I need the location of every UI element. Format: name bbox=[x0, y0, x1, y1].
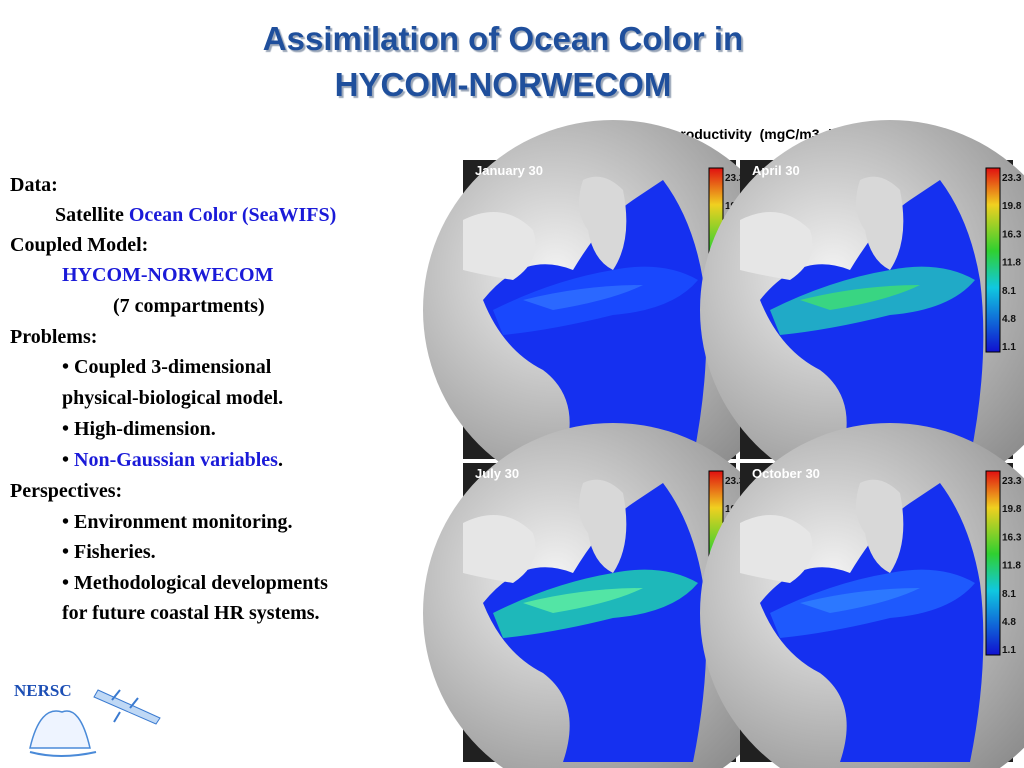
text-line: • Fisheries. bbox=[62, 541, 156, 564]
text-line: HYCOM-NORWECOM bbox=[62, 264, 274, 287]
text-line: for future coastal HR systems. bbox=[62, 602, 320, 625]
colorbar-label: 4.8 bbox=[1002, 617, 1016, 628]
land bbox=[463, 515, 536, 583]
colorbar-label: 4.8 bbox=[1002, 314, 1016, 325]
text-line: • Environment monitoring. bbox=[62, 511, 293, 534]
text: Ocean Color (SeaWIFS) bbox=[128, 204, 337, 226]
text: for future coastal HR systems. bbox=[62, 602, 320, 624]
bloom bbox=[523, 285, 643, 310]
bloom bbox=[523, 588, 643, 613]
text: . bbox=[277, 449, 283, 471]
text: Satellite bbox=[55, 204, 129, 226]
text-line: • Methodological developments bbox=[62, 572, 328, 595]
slide-title: HYCOM-NORWECOM bbox=[334, 66, 672, 103]
text-line: Problems: bbox=[10, 326, 97, 349]
ocean bbox=[760, 483, 984, 762]
text: • High-dimension. bbox=[62, 418, 216, 440]
colorbar-label: 23.3 bbox=[725, 476, 745, 487]
colorbar-label: 19.8 bbox=[1002, 201, 1022, 212]
colorbar-label: 23.3 bbox=[725, 173, 745, 184]
text-line: Satellite Ocean Color (SeaWIFS) bbox=[55, 204, 336, 227]
land bbox=[579, 176, 627, 270]
text-line: • Non-Gaussian variables. bbox=[62, 449, 283, 472]
panel-label: April 30 bbox=[752, 163, 800, 178]
ocean bbox=[483, 483, 707, 762]
colorbar-label: 11.8 bbox=[1002, 561, 1021, 572]
land bbox=[740, 515, 813, 583]
land bbox=[856, 479, 904, 573]
text: • Fisheries. bbox=[62, 541, 156, 563]
text-line: physical-biological model. bbox=[62, 387, 283, 410]
text: Data: bbox=[10, 174, 58, 196]
text: HYCOM-NORWECOM bbox=[62, 264, 274, 286]
land bbox=[740, 212, 813, 280]
ocean bbox=[483, 180, 707, 459]
text: physical-biological model. bbox=[62, 387, 284, 409]
text: Coupled Model: bbox=[10, 234, 149, 256]
colorbar-label: 16.3 bbox=[1002, 229, 1022, 240]
text: Perspectives: bbox=[10, 480, 123, 502]
panel-label: October 30 bbox=[752, 466, 820, 481]
land bbox=[856, 176, 904, 270]
colorbar-label: 23.3 bbox=[1002, 173, 1022, 184]
map-panel: April 30 23.3 19.8 16.3 11.8 8.1 4.8 1.1 bbox=[700, 120, 1024, 500]
colorbar bbox=[985, 167, 1001, 353]
text: Problems: bbox=[10, 326, 98, 348]
colorbar-label: 16.3 bbox=[1002, 532, 1022, 543]
bloom bbox=[800, 285, 920, 310]
text-line: Data: bbox=[10, 174, 58, 197]
land bbox=[463, 212, 536, 280]
colorbar-label: 8.1 bbox=[1002, 286, 1016, 297]
text-line: • Coupled 3-dimensional bbox=[62, 356, 271, 379]
text-line: (7 compartments) bbox=[113, 295, 265, 318]
text: Non-Gaussian variables bbox=[74, 449, 278, 471]
logo bbox=[29, 689, 161, 757]
text-line: Coupled Model: bbox=[10, 234, 148, 257]
colorbar bbox=[985, 470, 1001, 656]
text: • bbox=[62, 449, 75, 471]
text-line: • High-dimension. bbox=[62, 418, 216, 441]
colorbar-label: 23.3 bbox=[1002, 476, 1022, 487]
text: • Coupled 3-dimensional bbox=[62, 356, 272, 378]
colorbar-label: 1.1 bbox=[1002, 342, 1016, 353]
colorbar-label: 19.8 bbox=[1002, 504, 1022, 515]
text: • Environment monitoring. bbox=[62, 511, 293, 533]
ocean bbox=[760, 180, 984, 459]
colorbar-label: 1.1 bbox=[1002, 645, 1016, 656]
panel-label: July 30 bbox=[475, 466, 519, 481]
text: • Methodological developments bbox=[62, 572, 328, 594]
land bbox=[579, 479, 627, 573]
colorbar-label: 8.1 bbox=[1002, 589, 1016, 600]
panel-label: January 30 bbox=[475, 163, 543, 178]
map-panel: October 30 23.3 19.8 16.3 11.8 8.1 4.8 1.1 bbox=[700, 423, 1024, 768]
text: (7 compartments) bbox=[113, 295, 265, 317]
logo-text: NERSC bbox=[14, 681, 72, 700]
slide-title: Assimilation of Ocean Color in bbox=[262, 20, 744, 57]
text-line: Perspectives: bbox=[10, 480, 122, 503]
colorbar-label: 11.8 bbox=[1002, 258, 1021, 269]
bloom bbox=[800, 588, 920, 613]
